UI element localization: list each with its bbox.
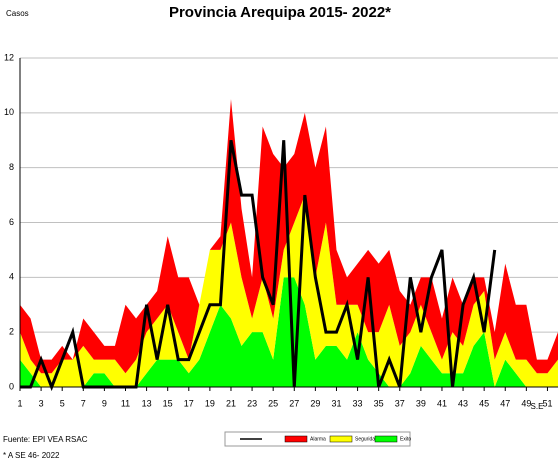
x-tick-label: 51 (542, 398, 552, 408)
legend-label: Seguridad (355, 436, 378, 442)
x-tick-label: 43 (458, 398, 468, 408)
x-tick-label: 15 (163, 398, 173, 408)
x-tick-label: 35 (374, 398, 384, 408)
chart-title: Provincia Arequipa 2015- 2022* (169, 4, 391, 21)
x-tick-label: 5 (60, 398, 65, 408)
x-tick-label: 19 (205, 398, 215, 408)
x-tick-label: 13 (142, 398, 152, 408)
x-tick-label: 33 (353, 398, 363, 408)
legend-label: Exito (400, 436, 411, 442)
x-tick-label: 3 (39, 398, 44, 408)
y-tick-label: 4 (9, 272, 14, 282)
legend-swatch (374, 435, 398, 443)
legend-swatch (329, 435, 353, 443)
y-tick-label: 2 (9, 327, 14, 337)
x-tick-label: 21 (226, 398, 236, 408)
x-tick-label: 17 (184, 398, 194, 408)
x-tick-label: 41 (437, 398, 447, 408)
x-tick-label: 9 (102, 398, 107, 408)
x-tick-label: 1 (17, 398, 22, 408)
note: * A SE 46- 2022 (3, 451, 60, 460)
legend-box (224, 431, 411, 447)
y-tick-label: 12 (4, 52, 14, 62)
y-axis-label: Casos (6, 9, 29, 18)
y-tick-label: 10 (4, 107, 14, 117)
legend-label: Alarma (310, 436, 326, 442)
x-tick-label: 25 (268, 398, 278, 408)
x-tick-label: 11 (121, 398, 130, 408)
legend-swatch (284, 435, 308, 443)
area (20, 277, 558, 387)
x-tick-label: 49 (521, 398, 531, 408)
x-tick-label: 7 (81, 398, 86, 408)
x-tick-label: 39 (416, 398, 426, 408)
x-axis-label: S.E (531, 402, 544, 411)
x-tick-label: 29 (310, 398, 320, 408)
x-tick-label: 31 (331, 398, 341, 408)
x-tick-label: 27 (289, 398, 299, 408)
x-tick-label: 37 (395, 398, 405, 408)
x-tick-label: 45 (479, 398, 489, 408)
source: Fuente: EPI VEA RSAC (3, 435, 88, 444)
y-tick-label: 0 (9, 381, 14, 391)
x-tick-label: 23 (247, 398, 257, 408)
x-tick-label: 47 (500, 398, 510, 408)
y-tick-label: 6 (9, 217, 14, 227)
y-tick-label: 8 (9, 162, 14, 172)
line (20, 139, 497, 392)
